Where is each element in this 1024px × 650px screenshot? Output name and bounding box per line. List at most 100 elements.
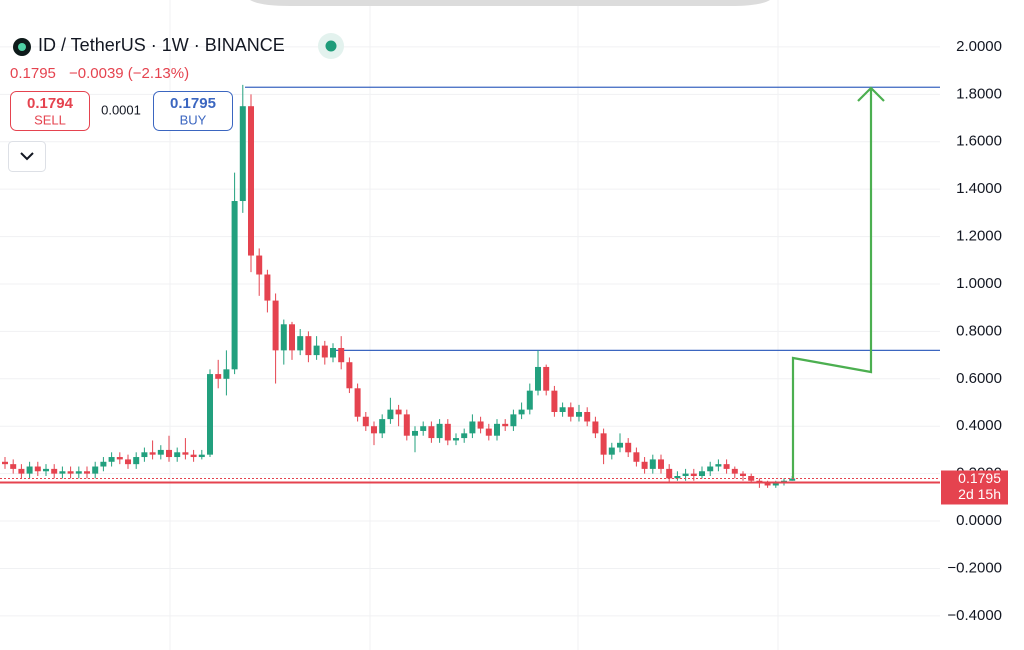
- candle-body: [141, 452, 148, 458]
- y-tick-label: 1.4000: [956, 180, 1002, 197]
- candle-body: [362, 416, 369, 427]
- y-tick-label: 0.8000: [956, 322, 1002, 339]
- candle-body: [772, 483, 779, 486]
- candle-body: [551, 390, 558, 412]
- candle-body: [617, 442, 623, 448]
- y-tick-label: 1.6000: [956, 133, 1002, 150]
- last-price: 0.1795: [10, 65, 56, 82]
- candle-body: [231, 201, 238, 370]
- candle-body: [600, 433, 607, 455]
- candle-body: [125, 459, 131, 465]
- price-change: −0.0039 (−2.13%): [69, 65, 189, 82]
- y-tick-label: 1.2000: [956, 228, 1002, 245]
- candle-body: [2, 461, 8, 465]
- plot: [0, 84, 940, 488]
- market-status-dot: [325, 40, 337, 52]
- candle-body: [338, 347, 345, 363]
- candle-body: [157, 449, 164, 455]
- candle-body: [502, 423, 509, 427]
- candle-body: [305, 336, 312, 356]
- candle-body: [346, 362, 353, 389]
- candle-body: [34, 466, 41, 472]
- candle-body: [10, 464, 17, 469]
- candle-body: [559, 407, 566, 412]
- candle-body: [707, 466, 714, 472]
- y-tick-label: −0.4000: [947, 607, 1002, 624]
- buy-price: 0.1795: [170, 95, 216, 112]
- candle-body: [469, 421, 476, 434]
- countdown-label: 2d 15h: [958, 486, 1001, 502]
- candle-body: [92, 466, 99, 474]
- candle-body: [748, 476, 755, 481]
- candle-body: [682, 473, 689, 477]
- symbol-logo-inner: [18, 43, 26, 51]
- candle-body: [584, 411, 591, 422]
- candle-body: [543, 366, 550, 391]
- y-tick-label: −0.2000: [947, 559, 1002, 576]
- candle-body: [387, 409, 394, 420]
- candle-body: [764, 483, 771, 486]
- candle-body: [51, 468, 58, 474]
- candle-body: [740, 473, 746, 477]
- candle-body: [248, 106, 254, 256]
- candle-body: [321, 345, 328, 358]
- candle-body: [485, 428, 492, 436]
- candle-body: [592, 421, 599, 434]
- candle-body: [518, 409, 525, 415]
- candle-body: [149, 452, 156, 455]
- candle-body: [26, 466, 33, 474]
- candle-body: [477, 421, 484, 429]
- y-tick-label: 2.0000: [956, 38, 1002, 55]
- grid: [0, 0, 940, 650]
- candle-body: [43, 468, 49, 472]
- candle-body: [223, 369, 230, 379]
- symbol-title: ID / TetherUS · 1W · BINANCE: [38, 35, 285, 55]
- candle-body: [84, 471, 90, 474]
- candle-body: [731, 468, 738, 474]
- candle-body: [576, 411, 582, 417]
- candle-body: [190, 454, 197, 458]
- projection-arrow: [791, 86, 885, 478]
- candle-body: [428, 426, 435, 439]
- candle-body: [313, 345, 320, 356]
- candle-body: [207, 374, 213, 455]
- candle-body: [215, 374, 222, 379]
- candle-body: [625, 442, 632, 453]
- y-tick-label: 1.0000: [956, 275, 1002, 292]
- price-tag: [941, 470, 1008, 505]
- sell-price: 0.1794: [27, 95, 74, 112]
- candle-body: [658, 459, 664, 469]
- candle-body: [67, 471, 74, 474]
- buy-label: BUY: [180, 112, 207, 127]
- candle-body: [674, 476, 681, 479]
- buy-button[interactable]: [153, 91, 233, 131]
- candle-body: [239, 106, 246, 202]
- candle-body: [444, 423, 451, 441]
- candle-body: [354, 388, 361, 417]
- candle-body: [379, 419, 386, 434]
- candle-body: [510, 414, 517, 427]
- candle-body: [272, 300, 279, 351]
- collapse-button[interactable]: [8, 141, 46, 172]
- candle-body: [420, 426, 427, 431]
- candle-body: [461, 433, 468, 439]
- sell-button[interactable]: [10, 91, 90, 131]
- candle-body: [436, 423, 443, 439]
- candle-body: [633, 452, 640, 462]
- price-tag-label: 0.1795: [958, 470, 1001, 486]
- candle-body: [198, 454, 205, 458]
- candle-body: [567, 407, 574, 417]
- y-tick-label: 0.6000: [956, 370, 1002, 387]
- sell-label: SELL: [34, 112, 66, 127]
- candle-body: [723, 464, 730, 469]
- candle-body: [371, 426, 377, 434]
- candle-body: [715, 464, 722, 467]
- y-tick-label: 1.8000: [956, 85, 1002, 102]
- candle-body: [789, 478, 796, 481]
- candle-body: [403, 414, 410, 436]
- candle-body: [289, 324, 295, 351]
- y-tick-label: 0.4000: [956, 417, 1002, 434]
- candle-body: [641, 461, 648, 469]
- candle-body: [100, 461, 107, 467]
